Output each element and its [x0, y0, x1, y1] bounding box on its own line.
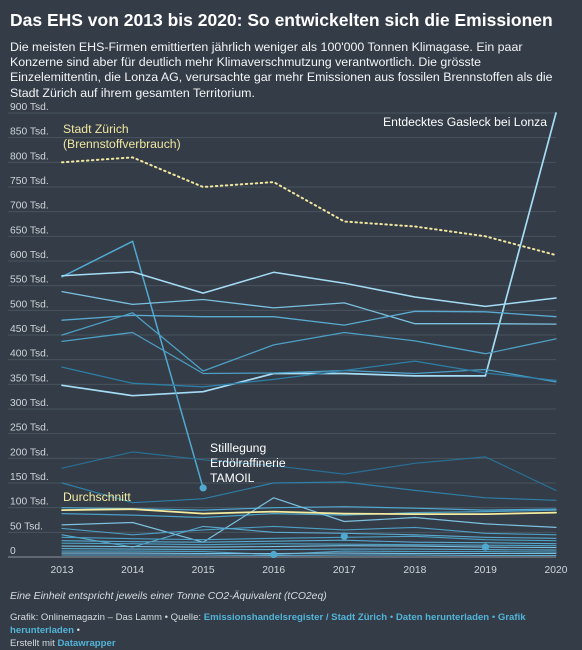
series-line	[62, 526, 556, 534]
x-tick-label: 2017	[333, 565, 356, 576]
series-line	[62, 555, 556, 556]
annotation-text: TAMOIL	[210, 471, 255, 485]
data-point-marker	[200, 484, 207, 491]
y-tick-label: 200 Tsd.	[10, 447, 49, 458]
x-tick-label: 2020	[545, 565, 568, 576]
y-tick-label: 750 Tsd.	[10, 176, 49, 187]
y-tick-label: 700 Tsd.	[10, 201, 49, 212]
series-line	[62, 452, 556, 491]
y-tick-label: 650 Tsd.	[10, 225, 49, 236]
y-tick-label: 550 Tsd.	[10, 275, 49, 286]
data-point-marker	[270, 551, 277, 558]
series-line	[62, 311, 556, 325]
x-tick-label: 2014	[121, 565, 144, 576]
x-tick-label: 2015	[192, 565, 215, 576]
y-axis-labels: 900 Tsd. 850 Tsd. 800 Tsd. 750 Tsd. 700 Tsd.…	[10, 102, 49, 557]
annotation-text: Durchschnitt	[63, 490, 131, 504]
x-tick-label: 2016	[262, 565, 285, 576]
series-line	[62, 272, 556, 307]
y-tick-label: 300 Tsd.	[10, 398, 49, 409]
annotations: Stadt Zürich(Brennstoffverbrauch) Entdeck…	[63, 115, 547, 504]
y-tick-label: 100 Tsd.	[10, 497, 49, 508]
y-tick-label: 800 Tsd.	[10, 151, 49, 162]
data-download-link[interactable]: Daten herunterladen	[396, 612, 489, 623]
series-line	[62, 543, 556, 546]
y-tick-label: 900 Tsd.	[10, 102, 49, 113]
unit-note: Eine Einheit entspricht jeweils einer To…	[10, 591, 327, 602]
annotation-text: Erdölraffinerie	[210, 456, 286, 470]
y-tick-label: 500 Tsd.	[10, 299, 49, 310]
annotation-text: Stadt Zürich	[63, 122, 129, 136]
data-point-marker	[341, 533, 348, 540]
series-line	[62, 241, 203, 488]
y-tick-label: 600 Tsd.	[10, 250, 49, 261]
series-line	[62, 549, 556, 551]
footer-created: Erstellt mit	[10, 638, 55, 649]
series-line	[62, 292, 556, 325]
annotation-text: (Brennstoffverbrauch)	[63, 137, 181, 151]
series-line	[62, 540, 556, 544]
x-tick-label: 2013	[51, 565, 74, 576]
y-tick-label: 850 Tsd.	[10, 127, 49, 138]
y-tick-label: 50 Tsd.	[10, 521, 43, 532]
y-tick-label: 350 Tsd.	[10, 373, 49, 384]
x-tick-label: 2019	[474, 565, 497, 576]
x-tick-label: 2018	[403, 565, 426, 576]
series-lines	[62, 113, 556, 556]
data-point-marker	[482, 544, 489, 551]
footer-credits: Grafik: Onlinemagazin – Das Lamm • Quell…	[10, 611, 576, 650]
y-tick-label: 0	[10, 546, 16, 557]
stadt-zuerich-line	[62, 157, 556, 255]
series-line	[62, 482, 556, 503]
y-tick-label: 400 Tsd.	[10, 349, 49, 360]
y-tick-label: 250 Tsd.	[10, 423, 49, 434]
annotation-text: Entdecktes Gasleck bei Lonza	[383, 115, 547, 129]
y-tick-label: 450 Tsd.	[10, 324, 49, 335]
y-tick-label: 150 Tsd.	[10, 472, 49, 483]
footer-grafik: Grafik: Onlinemagazin – Das Lamm	[10, 612, 162, 623]
annotation-text: Stilllegung	[210, 441, 266, 455]
series-line	[62, 498, 556, 542]
source-link[interactable]: Emissionshandelsregister / Stadt Zürich	[204, 612, 387, 623]
datawrapper-link[interactable]: Datawrapper	[57, 638, 115, 649]
x-axis-labels: 2013 2014 2015 2016 2017 2018 2019 2020	[51, 565, 568, 576]
footer-quelle: Quelle:	[171, 612, 201, 623]
